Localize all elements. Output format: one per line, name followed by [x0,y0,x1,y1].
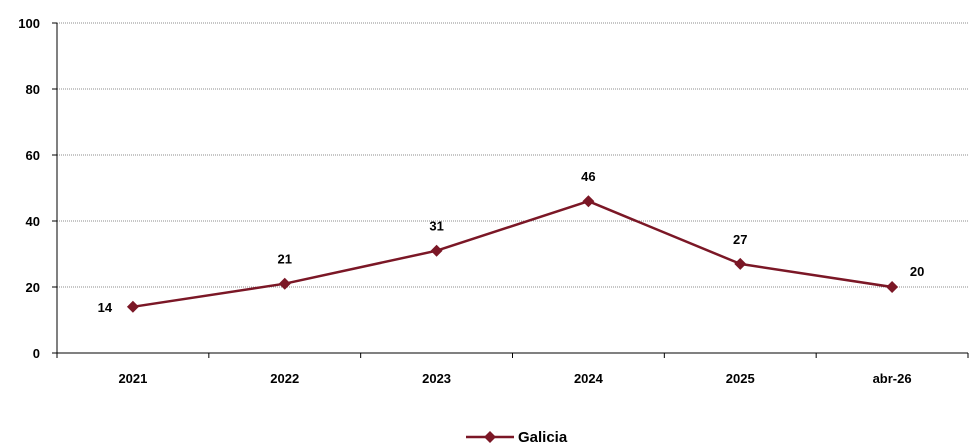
x-tick-label: 2021 [118,371,147,386]
data-labels: 14 21 31 46 27 20 [98,169,925,315]
legend: Galicia [466,429,568,446]
data-point-marker [126,300,139,313]
data-point-marker [430,244,443,257]
series-line-galicia [132,199,893,309]
y-tick-label: 0 [33,346,40,361]
data-point-marker [278,277,291,290]
x-tick-label: 2025 [726,371,755,386]
series-layer [126,195,899,313]
x-tick-label: 2023 [422,371,451,386]
data-label: 14 [98,300,113,315]
gridlines [57,22,968,288]
legend-diamond-marker [484,431,496,443]
data-label: 21 [278,252,292,267]
data-point-marker [734,257,747,270]
data-point-marker [582,195,595,208]
x-tick-label: abr-26 [873,371,912,386]
y-tick-label: 60 [26,148,40,163]
legend-label-galicia: Galicia [518,429,568,446]
x-tick-label: 2022 [270,371,299,386]
y-tick-label: 80 [26,82,40,97]
x-tick-label: 2024 [574,371,604,386]
x-axis-tick-labels: 2021 2022 2023 2024 2025 abr-26 [118,371,911,386]
axes [52,22,969,358]
y-tick-label: 40 [26,214,40,229]
y-axis-tick-labels: 0 20 40 60 80 100 [18,16,40,361]
data-label: 31 [429,219,443,234]
data-point-marker [886,281,899,293]
data-label: 20 [910,264,924,279]
y-tick-label: 20 [26,280,40,295]
data-label: 27 [733,232,747,247]
y-tick-label: 100 [18,16,40,31]
data-label: 46 [581,169,595,184]
